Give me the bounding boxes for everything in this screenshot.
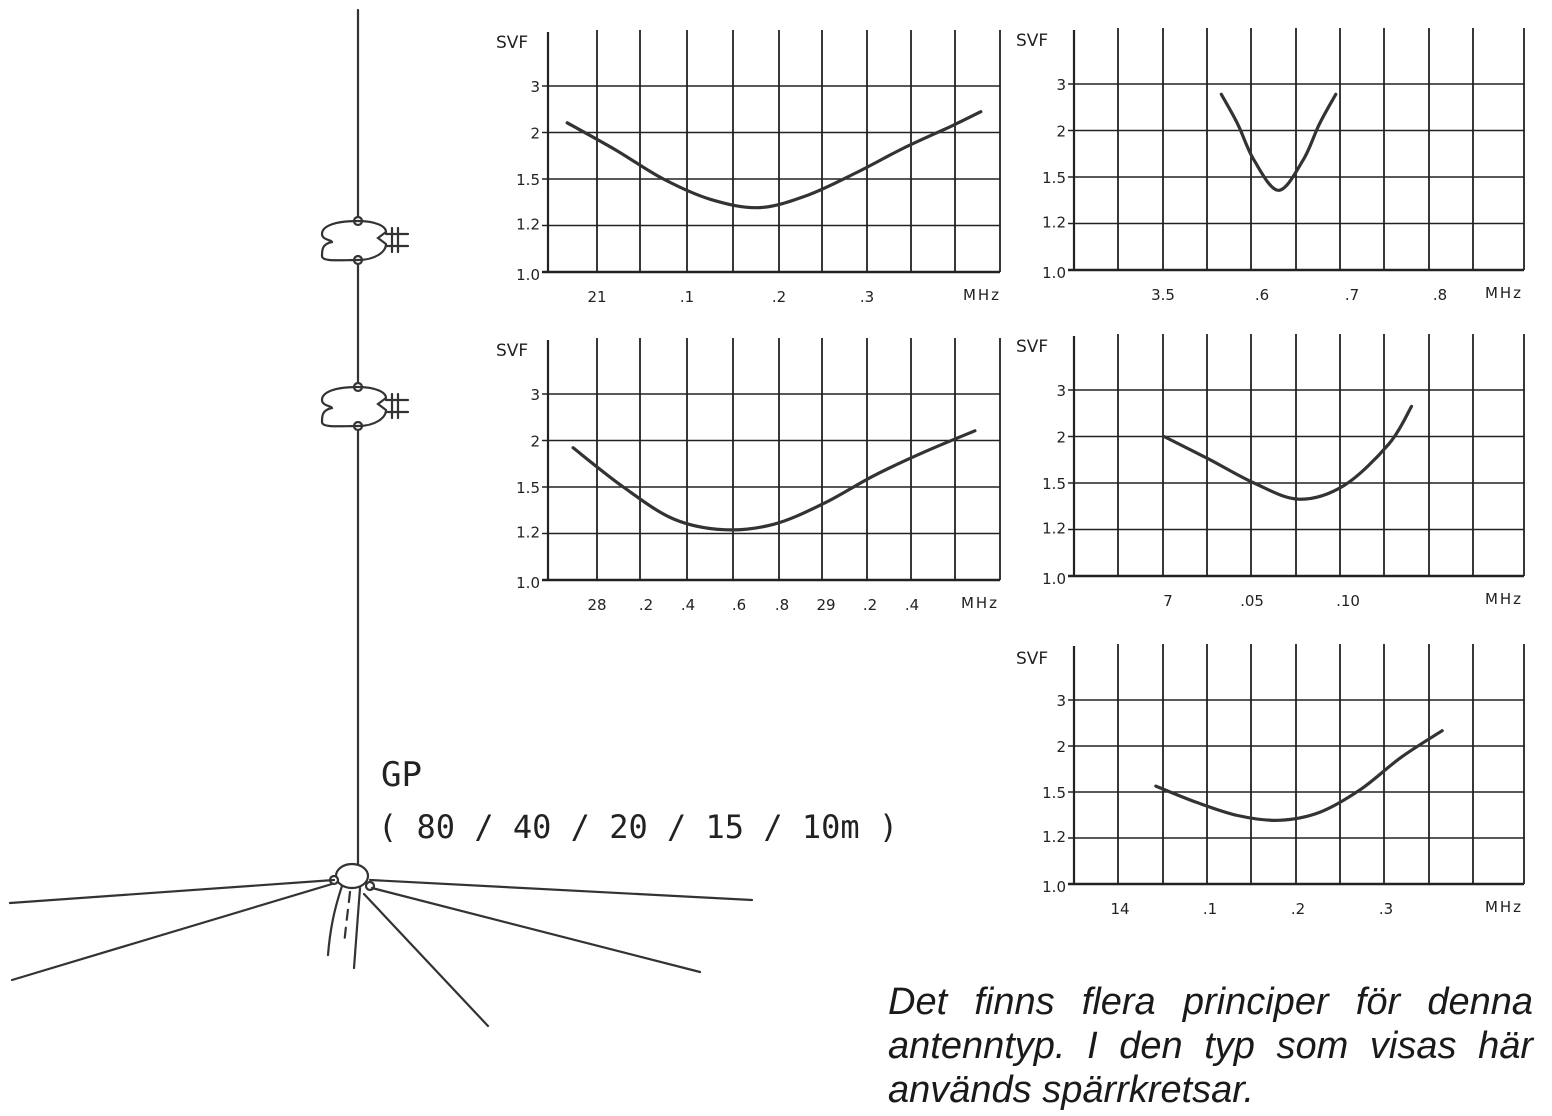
y-axis-label: SVF	[1016, 337, 1048, 357]
x-tick-label: .4	[905, 596, 919, 614]
swr-curve	[1162, 404, 1414, 501]
x-tick-label: .2	[1291, 900, 1305, 918]
swr-charts: 1.0 1.2 1.5 2 3 SVF 21 .1 .2 .3 MHz 1.0 1.2 1.5 2 3 SVF 3…	[496, 28, 1525, 918]
y-axis-label: SVF	[1016, 31, 1048, 51]
y-tick-label: 1.5	[1042, 169, 1066, 187]
x-tick-label: .3	[860, 288, 874, 306]
y-tick-label: 1.2	[1042, 520, 1066, 538]
x-tick-label: .6	[732, 596, 746, 614]
antenna-name: GP	[381, 755, 422, 795]
swr-curve	[565, 110, 983, 210]
y-tick-label: 1.0	[516, 266, 540, 284]
x-tick-label: 7	[1163, 592, 1173, 610]
swr-chart-2: 1.0 1.2 1.5 2 3 SVF 3.5 .6 .7 .8 MHz	[1016, 28, 1525, 304]
y-axis-label: SVF	[496, 33, 528, 53]
x-tick-label: 29	[816, 596, 835, 614]
y-axis-label: SVF	[1016, 649, 1048, 669]
y-tick-label: 2	[1056, 738, 1066, 756]
antenna-drawing	[8, 8, 754, 1028]
y-tick-label: 1.5	[1042, 784, 1066, 802]
x-unit-label: MHz	[1485, 898, 1523, 916]
y-tick-label: 1.0	[1042, 264, 1066, 282]
x-tick-label: .1	[680, 288, 694, 306]
trap-upper	[320, 215, 410, 266]
y-axis-label: SVF	[496, 341, 528, 361]
swr-chart-3: 1.0 1.2 1.5 2 3 SVF 28 .2 .4 .6 .8 29 .2 .4 MHz	[496, 338, 1001, 614]
x-tick-label: .2	[863, 596, 877, 614]
y-tick-label: 1.2	[516, 524, 540, 542]
swr-chart-5: 1.0 1.2 1.5 2 3 SVF 14 .1 .2 .3 MHz	[1016, 644, 1525, 918]
swr-curve	[1154, 729, 1444, 822]
x-tick-label: 3.5	[1151, 286, 1175, 304]
y-tick-label: 1.5	[1042, 475, 1066, 493]
x-tick-label: 21	[587, 288, 606, 306]
x-unit-label: MHz	[1485, 590, 1523, 608]
trap-lower	[320, 381, 410, 432]
x-unit-label: MHz	[961, 594, 999, 612]
y-tick-label: 2	[530, 125, 540, 143]
swr-chart-1: 1.0 1.2 1.5 2 3 SVF 21 .1 .2 .3 MHz	[496, 30, 1001, 306]
swr-curve	[571, 429, 977, 532]
x-tick-label: .10	[1336, 592, 1360, 610]
x-tick-label: .7	[1345, 286, 1359, 304]
y-tick-label: 1.0	[1042, 878, 1066, 896]
y-tick-label: 1.5	[516, 171, 540, 189]
y-tick-label: 1.5	[516, 479, 540, 497]
y-tick-label: 1.0	[516, 574, 540, 592]
x-tick-label: .8	[1433, 286, 1447, 304]
caption-text: Det finns flera principer för denna ante…	[888, 981, 1533, 1111]
y-tick-label: 1.2	[1042, 214, 1066, 232]
y-tick-label: 3	[530, 386, 540, 404]
y-tick-label: 2	[1056, 123, 1066, 141]
y-tick-label: 1.2	[516, 216, 540, 234]
y-tick-label: 3	[1056, 692, 1066, 710]
x-unit-label: MHz	[963, 286, 1001, 304]
swr-chart-4: 1.0 1.2 1.5 2 3 SVF 7 .05 .10 MHz	[1016, 334, 1525, 610]
y-tick-label: 2	[1056, 429, 1066, 447]
x-tick-label: .6	[1255, 286, 1269, 304]
swr-curve	[1219, 92, 1338, 192]
x-tick-label: .8	[775, 596, 789, 614]
y-tick-label: 3	[1056, 76, 1066, 94]
x-tick-label: .4	[681, 596, 695, 614]
antenna-bands: ( 80 / 40 / 20 / 15 / 10m )	[378, 808, 898, 846]
x-tick-label: .1	[1203, 900, 1217, 918]
x-tick-label: 28	[587, 596, 606, 614]
y-tick-label: 1.0	[1042, 570, 1066, 588]
x-tick-label: .3	[1379, 900, 1393, 918]
y-tick-label: 2	[530, 433, 540, 451]
x-tick-label: .05	[1240, 592, 1264, 610]
x-tick-label: .2	[639, 596, 653, 614]
x-unit-label: MHz	[1485, 284, 1523, 302]
y-tick-label: 1.2	[1042, 828, 1066, 846]
x-tick-label: .2	[772, 288, 786, 306]
y-tick-label: 3	[1056, 382, 1066, 400]
x-tick-label: 14	[1110, 900, 1129, 918]
ground-radials	[8, 878, 754, 1028]
y-tick-label: 3	[530, 78, 540, 96]
